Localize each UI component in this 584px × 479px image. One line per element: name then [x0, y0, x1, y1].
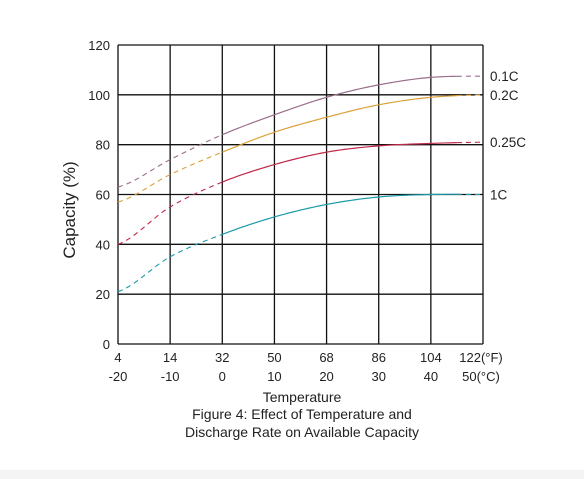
series-02C-line: [222, 95, 457, 153]
figure-caption-line-1: Figure 4: Effect of Temperature and: [192, 406, 412, 422]
x-tick-label-f: 14: [163, 350, 177, 365]
y-tick-label: 80: [96, 138, 110, 153]
series-02C-dashed-start: [117, 151, 223, 203]
x-tick-label-f: 4: [114, 350, 121, 365]
x-tick-label-f: 32: [215, 350, 229, 365]
x-tick-label-f: 104: [420, 350, 442, 365]
x-tick-label-c: 10: [267, 369, 281, 384]
y-tick-label: 60: [96, 188, 110, 203]
series-labels: 0.1C 0.2C 0.25C 1C: [490, 69, 526, 202]
x-axis-title: Temperature: [263, 389, 342, 405]
series-label-025C: 0.25C: [490, 135, 526, 150]
y-tick-labels: 0 20 40 60 80 100 120: [88, 38, 110, 352]
x-tick-label-c: 40: [424, 369, 438, 384]
series-01C-dashed-start: [117, 134, 223, 188]
x-tick-label-c: 50(°C): [462, 369, 500, 384]
y-tick-label: 0: [103, 337, 110, 352]
y-tick-label: 20: [96, 287, 110, 302]
x-tick-label-c: 20: [319, 369, 333, 384]
y-tick-label: 40: [96, 237, 110, 252]
y-axis-title: Capacity (%): [60, 161, 79, 258]
series-label-02C: 0.2C: [490, 88, 519, 103]
series-02C-dashed-end: [456, 94, 484, 97]
x-tick-label-f: 50: [267, 350, 281, 365]
x-tick-label-c: -20: [109, 369, 128, 384]
x-tick-label-c: 30: [371, 369, 385, 384]
x-tick-label-c: -10: [161, 369, 180, 384]
series-label-1C: 1C: [490, 188, 508, 203]
series-01C-line: [222, 75, 457, 136]
figure-caption-line-2: Discharge Rate on Available Capacity: [185, 424, 419, 440]
series-lines: [117, 75, 484, 293]
y-tick-label: 100: [88, 88, 110, 103]
y-tick-label: 120: [88, 38, 110, 53]
series-025C-dashed-start: [117, 181, 223, 245]
x-tick-labels: 4 -20 14 -10 32 0 50 10 68 20 86 30 104 40 122(°F) 50(°…: [109, 350, 503, 384]
x-tick-label-f: 86: [371, 350, 385, 365]
series-label-01C: 0.1C: [490, 69, 519, 84]
x-tick-label-f: 68: [319, 350, 333, 365]
series-025C-line: [222, 142, 457, 183]
x-tick-label-f: 122(°F): [459, 350, 503, 365]
series-1C-dashed-start: [117, 233, 223, 293]
series-1C-line: [222, 193, 457, 235]
x-tick-label-c: 0: [219, 369, 226, 384]
footer-bar: [0, 470, 584, 479]
